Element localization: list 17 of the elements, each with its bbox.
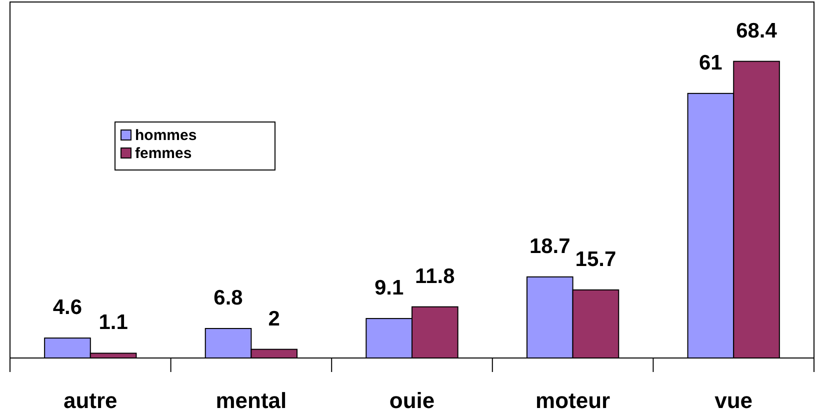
x-tick-label: mental xyxy=(216,388,287,413)
x-tick-label: ouie xyxy=(389,388,435,413)
data-label: 2 xyxy=(268,307,280,330)
data-label: 68.4 xyxy=(736,19,778,42)
data-label: 18.7 xyxy=(529,234,570,258)
data-label: 6.8 xyxy=(214,286,244,310)
data-label: 11.8 xyxy=(415,264,456,288)
x-tick-label: autre xyxy=(64,388,118,413)
data-label: 61 xyxy=(699,51,723,74)
x-tick-label: vue xyxy=(714,388,753,413)
x-tick-label: moteur xyxy=(536,388,611,413)
data-label: 4.6 xyxy=(52,296,82,320)
data-label: 9.1 xyxy=(374,276,404,300)
data-label: 1.1 xyxy=(98,311,128,334)
legend-label: hommes xyxy=(135,127,197,144)
data-label: 15.7 xyxy=(575,248,616,271)
legend-label: femmes xyxy=(135,145,192,162)
